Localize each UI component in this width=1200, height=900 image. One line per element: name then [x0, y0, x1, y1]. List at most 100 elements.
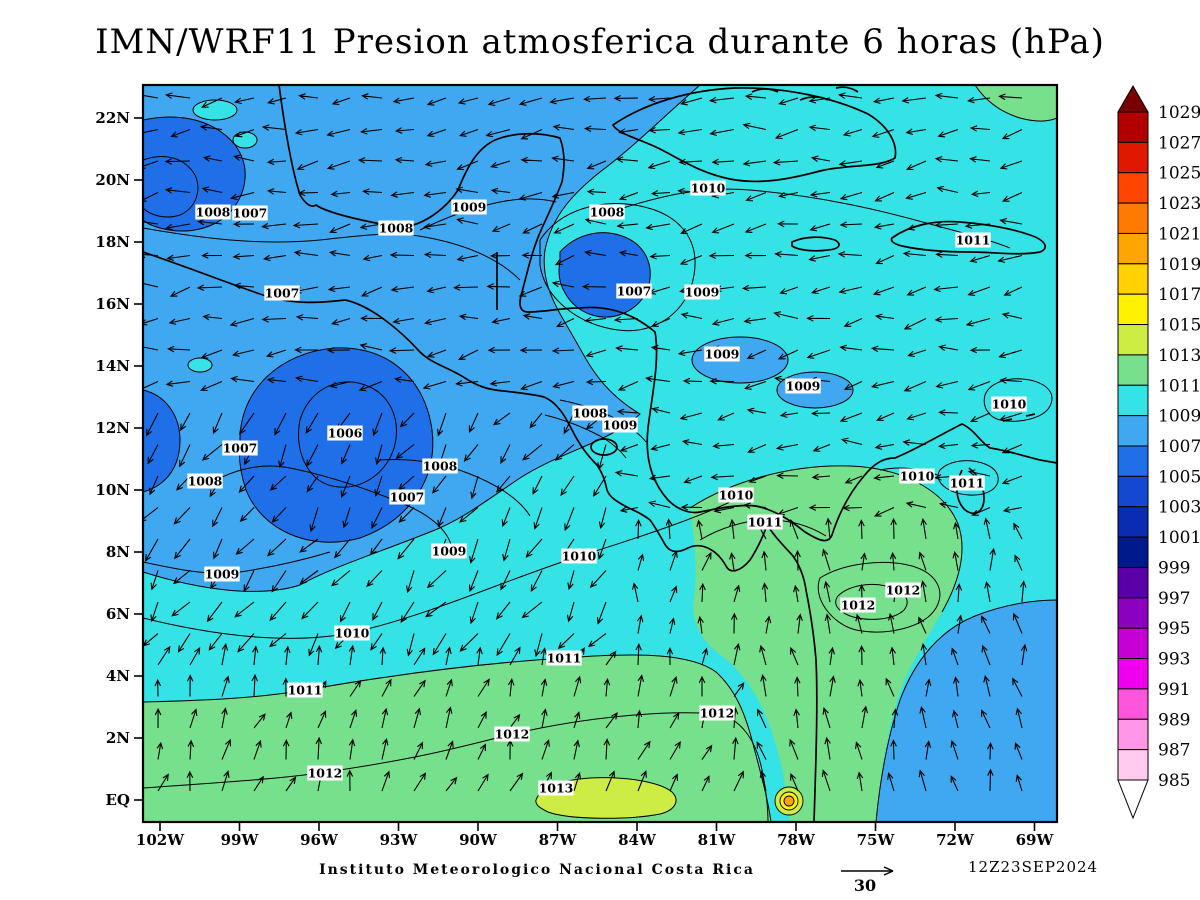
colorbar-tick-label: 1029 — [1158, 103, 1200, 123]
contour-label: 1007 — [617, 284, 652, 299]
colorbar-tick-label: 1003 — [1158, 498, 1200, 518]
y-axis-tick-label: EQ — [106, 791, 131, 809]
institute-credit: Instituto Meteorologico Nacional Costa R… — [319, 862, 755, 878]
y-axis-tick-label: 2N — [106, 729, 130, 747]
y-axis-tick-label: 14N — [95, 357, 130, 375]
datetime-stamp: 12Z23SEP2024 — [968, 858, 1099, 876]
reference-arrow-icon — [883, 866, 894, 876]
contour-label: 1012 — [700, 706, 735, 721]
contour-label: 1009 — [452, 200, 487, 215]
contour-label: 1012 — [841, 598, 876, 613]
y-axis-tick-label: 18N — [95, 233, 130, 251]
contour-label: 1010 — [562, 549, 597, 564]
contour-label: 1009 — [705, 347, 740, 362]
contour-label: 1011 — [748, 515, 783, 530]
x-axis-tick-label: 78W — [777, 831, 816, 849]
contour-label: 1008 — [573, 406, 608, 421]
contour-label: 1010 — [719, 488, 754, 503]
wind-vector-arrows — [143, 92, 1028, 792]
contour-label: 1013 — [539, 781, 574, 796]
coastlines — [143, 85, 1057, 822]
local-pressure-minimum-spot — [774, 786, 804, 816]
y-axis-tick-label: 8N — [106, 543, 130, 561]
colorbar: 1029 1027 1025 1023 1021 1019 1017 1015 1013 1011… — [1117, 84, 1200, 820]
colorbar-tick-label: 987 — [1158, 741, 1190, 761]
y-axis-tick-label: 20N — [95, 171, 130, 189]
contour-label: 1007 — [223, 441, 258, 456]
contour-label: 1007 — [233, 206, 268, 221]
contour-label: 1008 — [188, 474, 223, 489]
colorbar-tick-label: 1005 — [1158, 467, 1200, 487]
y-axis-tick-label: 12N — [95, 419, 130, 437]
plot-border — [141, 83, 1059, 824]
y-axis-tick-label: 22N — [95, 109, 130, 127]
colorbar-tick-label: 1009 — [1158, 407, 1200, 427]
contour-label: 1011 — [288, 683, 323, 698]
x-axis-tick-label: 75W — [857, 831, 896, 849]
x-axis-tick-label: 84W — [618, 831, 657, 849]
contour-label: 1007 — [390, 490, 425, 505]
wind-reference-vector: 30 — [841, 866, 894, 895]
colorbar-tick-label: 1025 — [1158, 164, 1200, 184]
x-axis-tick-label: 69W — [1016, 831, 1055, 849]
pressure-contour-lines — [143, 85, 1057, 822]
contour-label: 1012 — [886, 583, 921, 598]
x-axis-tick-label: 99W — [221, 831, 260, 849]
colorbar-tick-label: 997 — [1158, 589, 1190, 609]
contour-label: 1008 — [590, 205, 625, 220]
contour-label: 1009 — [603, 418, 638, 433]
colorbar-tick-label: 1013 — [1158, 346, 1200, 366]
colorbar-tick-label: 1021 — [1158, 224, 1200, 244]
x-axis-tick-label: 87W — [539, 831, 578, 849]
wind-reference-value: 30 — [854, 876, 876, 895]
x-axis-tick-label: 93W — [380, 831, 419, 849]
contour-label: 1012 — [308, 766, 343, 781]
contour-label: 1009 — [432, 544, 467, 559]
x-axis-tick-label: 102W — [136, 831, 185, 849]
colorbar-top-arrow — [1117, 84, 1149, 113]
axis-labels: 102W 99W 96W 93W 90W 87W 84W 81W 78W 75W 72W 69W EQ 2… — [95, 109, 1054, 849]
colorbar-tick-label: 1007 — [1158, 437, 1200, 457]
y-axis-tick-label: 4N — [106, 667, 130, 685]
contour-label: 1011 — [950, 476, 985, 491]
colorbar-tick-label: 999 — [1158, 558, 1190, 578]
colorbar-tick-label: 995 — [1158, 619, 1190, 639]
contour-label: 1010 — [335, 626, 370, 641]
x-axis-tick-label: 72W — [936, 831, 975, 849]
colorbar-tick-label: 985 — [1158, 771, 1190, 791]
y-axis-tick-label: 10N — [95, 481, 130, 499]
colorbar-bottom-arrow — [1117, 779, 1149, 820]
contour-label: 1006 — [328, 426, 363, 441]
contour-label: 1010 — [992, 397, 1027, 412]
colorbar-tick-label: 1023 — [1158, 194, 1200, 214]
colorbar-tick-label: 1017 — [1158, 285, 1200, 305]
y-axis-tick-label: 16N — [95, 295, 130, 313]
x-axis-tick-label: 90W — [459, 831, 498, 849]
colorbar-tick-label: 1011 — [1158, 376, 1200, 396]
contour-label: 1009 — [786, 379, 821, 394]
contour-label: 1011 — [956, 233, 991, 248]
contour-label: 1010 — [691, 181, 726, 196]
colorbar-tick-label: 989 — [1158, 710, 1190, 730]
contour-label: 1008 — [379, 221, 414, 236]
chart-title: IMN/WRF11 Presion atmosferica durante 6 … — [95, 22, 1105, 62]
contour-label: 1008 — [196, 205, 231, 220]
colorbar-tick-label: 1019 — [1158, 255, 1200, 275]
colorbar-tick-label: 1027 — [1158, 133, 1200, 153]
colorbar-tick-label: 1001 — [1158, 528, 1200, 548]
contour-label: 1011 — [547, 651, 582, 666]
contour-label: 1010 — [900, 469, 935, 484]
colorbar-tick-label: 993 — [1158, 650, 1190, 670]
x-axis-tick-label: 81W — [698, 831, 737, 849]
y-axis-tick-label: 6N — [106, 605, 130, 623]
contour-label: 1012 — [495, 727, 530, 742]
contour-label: 1007 — [265, 286, 300, 301]
colorbar-tick-label: 1015 — [1158, 316, 1200, 336]
contour-label: 1009 — [205, 567, 240, 582]
x-axis-tick-label: 96W — [300, 831, 339, 849]
contour-label: 1009 — [685, 285, 720, 300]
